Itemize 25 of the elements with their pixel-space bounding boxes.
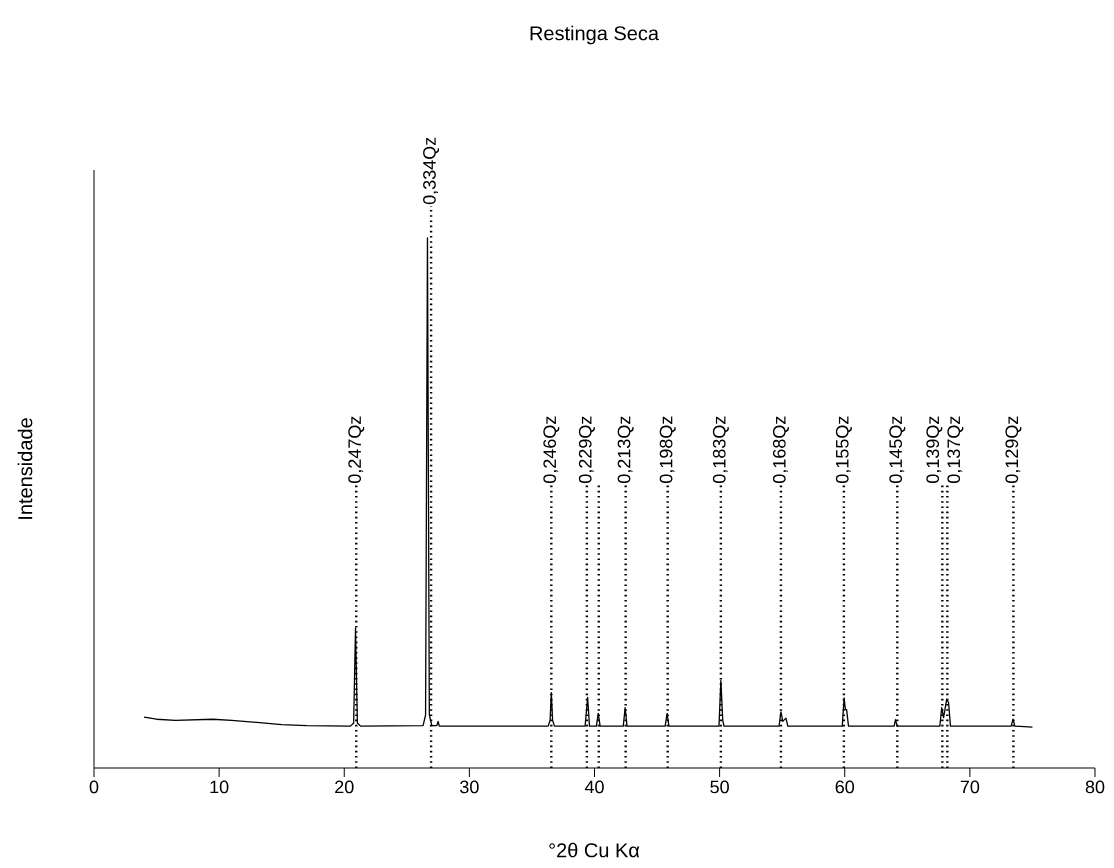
x-tick-label: 20 xyxy=(335,780,354,794)
ref-line-label: 0,213Qz xyxy=(617,416,634,483)
x-tick-label: 70 xyxy=(960,780,980,794)
ref-line-label: 0,139Qz xyxy=(926,416,943,483)
x-tick-label: 40 xyxy=(584,780,604,794)
ref-line-label: 0,155Qz xyxy=(835,416,852,483)
x-tick-label: 10 xyxy=(210,780,229,794)
x-tick-label: 30 xyxy=(460,780,479,794)
ref-line-label: 0,183Qz xyxy=(712,416,729,483)
ref-line-label: 0,246Qz xyxy=(543,416,560,483)
ref-line-label: 0,334Qz xyxy=(423,137,440,205)
y-axis-title: Intensidade xyxy=(17,418,33,519)
x-tick-label: 0 xyxy=(89,780,99,794)
x-tick-label: 80 xyxy=(1085,780,1105,794)
chart-title: Restinga Seca xyxy=(530,25,660,45)
ref-line-label: 0,198Qz xyxy=(659,416,676,483)
x-tick-label: 60 xyxy=(835,780,855,794)
ref-line-label: 0,168Qz xyxy=(772,416,789,483)
ref-line-label: 0,145Qz xyxy=(889,416,906,483)
x-axis-title: °2θ Cu Kα xyxy=(549,842,640,858)
ref-line-label: 0,247Qz xyxy=(348,416,365,483)
ref-line-label: 0,129Qz xyxy=(1005,416,1022,483)
x-tick-label: 50 xyxy=(710,780,729,794)
ref-line-label: 0,229Qz xyxy=(578,416,595,483)
ref-line-label: 0,137Qz xyxy=(947,416,964,483)
